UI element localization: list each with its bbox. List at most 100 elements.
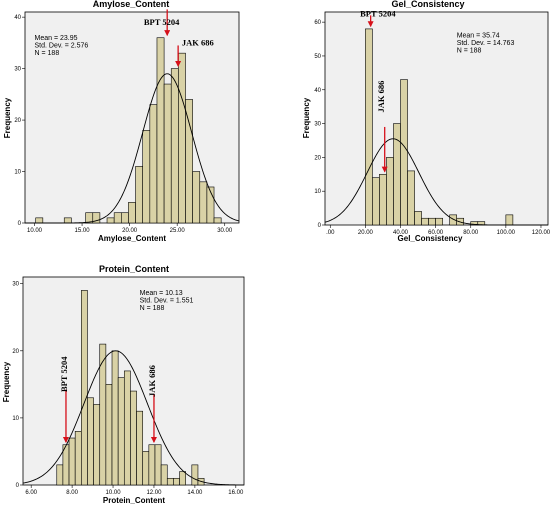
x-tick-label: 16.00 [228, 490, 244, 496]
histogram-bar [160, 464, 168, 486]
y-tick-label: 10 [12, 416, 19, 422]
panel-title: Protein_Content [99, 264, 169, 274]
y-tick-label: 0 [16, 483, 20, 489]
y-tick-label: 60 [314, 20, 321, 26]
stat-n: N = 188 [457, 47, 482, 54]
y-tick-label: 20 [14, 118, 21, 124]
histogram-bar [400, 79, 408, 226]
x-tick-label: 20.00 [122, 228, 138, 234]
histogram-bar [505, 214, 514, 226]
x-tick-label: 40.00 [393, 230, 409, 236]
y-tick-label: 30 [12, 282, 19, 288]
normal-curve [25, 73, 240, 224]
x-tick-label: 12.00 [146, 490, 162, 496]
x-tick-label: 100.00 [497, 230, 516, 236]
histogram-bar [128, 202, 136, 224]
histogram-bar [113, 212, 122, 224]
y-axis-label: Frequency [2, 361, 11, 402]
x-tick-label: 30.00 [217, 228, 233, 234]
annotation-label: JAK 686 [182, 37, 214, 47]
annotation-label: BPT 5204 [360, 8, 396, 18]
panel-gel-consistency: Gel_Consistency Frequency Gel_Consistenc… [302, 0, 550, 243]
histogram-bar [87, 397, 94, 486]
histogram-bar [192, 171, 201, 224]
plot-area [324, 11, 549, 226]
histogram-bar [92, 212, 101, 224]
histogram-bar [372, 177, 380, 226]
histogram-bar [35, 217, 44, 224]
histogram-bar [435, 217, 443, 226]
histogram-bar [154, 444, 162, 486]
histogram-bar [170, 68, 179, 224]
y-tick-label: 30 [314, 122, 321, 128]
histogram-bar [117, 377, 125, 486]
panel-title: Gel_Consistency [391, 0, 464, 9]
histogram-bar [156, 37, 165, 224]
panel-protein: Protein_Content Frequency Protein_Conten… [2, 264, 245, 505]
y-tick-label: 10 [314, 189, 321, 195]
stat-n: N = 188 [140, 305, 165, 312]
x-tick-label: 8.00 [66, 490, 78, 496]
y-axis-label: Frequency [302, 97, 311, 138]
histogram-bar [130, 390, 137, 486]
histogram-bar [166, 477, 174, 486]
histogram-bar [81, 290, 88, 486]
stat-std-dev: Std. Dev. = 1.551 [140, 298, 194, 305]
y-tick-label: 10 [14, 170, 21, 176]
x-tick-label: 10.00 [27, 228, 43, 234]
x-axis-label: Gel_Consistency [398, 234, 463, 243]
y-tick-label: 20 [314, 155, 321, 161]
stat-mean: Mean = 23.95 [35, 35, 78, 42]
x-axis-label: Protein_Content [103, 496, 166, 505]
histogram-bar [421, 217, 429, 226]
stat-mean: Mean = 35.74 [457, 32, 500, 39]
histogram-bar [56, 464, 64, 486]
histogram-bar [142, 451, 150, 486]
histogram-bar [121, 212, 129, 224]
histogram-bar [179, 471, 186, 486]
annotation-label: JAK 686 [147, 365, 157, 397]
x-tick-label: 60.00 [428, 230, 444, 236]
x-tick-label: 120.00 [532, 230, 550, 236]
histogram-bar [414, 211, 422, 226]
histogram-bar [111, 350, 119, 486]
x-tick-label: 15.00 [75, 228, 91, 234]
histogram-bar [199, 181, 208, 224]
x-axis-label: Amylose_Content [98, 234, 166, 243]
y-tick-label: 40 [314, 88, 321, 94]
x-tick-label: 20.00 [358, 230, 374, 236]
histogram-bar [163, 83, 172, 224]
normal-curve [324, 138, 548, 226]
panel-title: Amylose_Content [93, 0, 170, 9]
histogram-bar [68, 437, 76, 486]
histogram-bar [379, 173, 387, 226]
histogram-bar [206, 186, 215, 224]
histogram-bar [93, 404, 101, 486]
histogram-bar [135, 166, 143, 224]
x-tick-label: 80.00 [463, 230, 479, 236]
histogram-bar [178, 52, 186, 224]
histogram-bar [148, 444, 156, 486]
stat-mean: Mean = 10.13 [140, 290, 183, 297]
y-tick-label: 0 [18, 221, 22, 227]
histogram-bar [123, 370, 131, 486]
histogram-bar [136, 410, 144, 486]
x-tick-label: 10.00 [106, 490, 122, 496]
y-tick-label: 30 [14, 67, 21, 73]
x-tick-label: 25.00 [170, 228, 186, 234]
histogram-bar [105, 384, 113, 486]
histogram-bar [213, 217, 222, 224]
y-tick-label: 50 [314, 54, 321, 60]
y-axis-label: Frequency [3, 97, 12, 138]
y-tick-label: 40 [14, 15, 21, 21]
histogram-bar [74, 431, 82, 486]
histogram-bar [106, 217, 115, 224]
histogram-bar [365, 28, 373, 226]
histogram-bar [142, 130, 151, 224]
histogram-bar [428, 217, 436, 226]
y-tick-label: 20 [12, 349, 19, 355]
y-tick-label: 0 [318, 223, 322, 229]
histogram-bar [185, 99, 193, 224]
x-tick-label: 14.00 [187, 490, 203, 496]
